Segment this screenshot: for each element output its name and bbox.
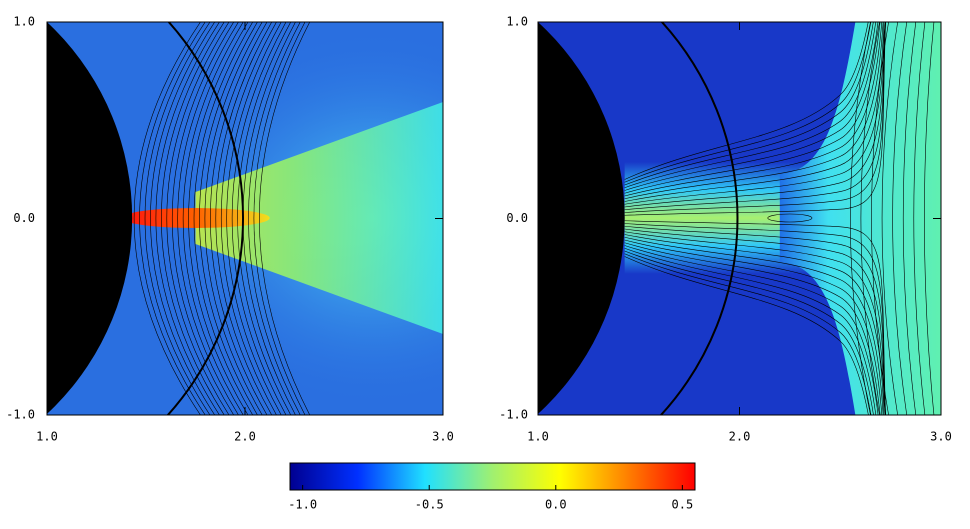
- contour-line: [624, 228, 886, 415]
- contour-line: [624, 22, 886, 180]
- contour-line: [767, 213, 813, 223]
- contour-line: [624, 22, 886, 200]
- field-left: [47, 22, 444, 415]
- x-tick-label: 3.0: [432, 430, 454, 444]
- contour-line: [155, 22, 220, 415]
- y-tick-label: 0.0: [506, 211, 528, 225]
- contour-line: [188, 22, 249, 415]
- x-tick-label: 3.0: [930, 430, 952, 444]
- colorbar-tick-label: -1.0: [288, 498, 317, 512]
- field-right: [538, 22, 941, 415]
- contour-line: [624, 231, 886, 415]
- contour-line: [624, 253, 886, 415]
- contour-line: [624, 223, 886, 415]
- colorbar-tick-label: 0.0: [545, 498, 567, 512]
- contour-line: [144, 22, 211, 415]
- contour-line: [150, 22, 215, 415]
- contour-line: [624, 250, 886, 415]
- contour-line: [248, 22, 301, 415]
- y-tick-label: 1.0: [506, 15, 528, 29]
- contour-line: [624, 22, 886, 205]
- contour-line: [259, 22, 311, 415]
- contour-line: [210, 22, 268, 415]
- contour-line: [624, 234, 886, 415]
- contour-line: [881, 22, 898, 415]
- contour-line: [231, 22, 287, 415]
- contour-line: [860, 22, 880, 415]
- x-tick-label: 2.0: [729, 430, 751, 444]
- contour-line: [924, 22, 935, 415]
- contour-line: [624, 22, 886, 197]
- contour-line: [624, 22, 886, 183]
- contour-line: [139, 22, 206, 415]
- colorbar-tick-label: -0.5: [415, 498, 444, 512]
- contour-line: [624, 22, 886, 213]
- contour-line: [204, 22, 263, 415]
- contour-line: [624, 225, 886, 415]
- y-tick-label: -1.0: [499, 408, 528, 422]
- contour-line: [226, 22, 282, 415]
- contour-line: [177, 22, 239, 415]
- contour-line: [624, 22, 886, 191]
- contour-line: [871, 22, 889, 415]
- contour-line: [892, 22, 908, 415]
- contour-line: [624, 242, 886, 415]
- contour-line: [624, 220, 886, 415]
- contour-line: [624, 22, 886, 186]
- contour-line: [624, 22, 886, 208]
- contour-line: [624, 22, 886, 194]
- y-tick-label: 1.0: [13, 15, 35, 29]
- colorbar: [289, 462, 696, 491]
- contour-line: [624, 247, 886, 415]
- contour-line: [182, 22, 244, 415]
- contour-line: [133, 22, 201, 415]
- x-tick-label: 1.0: [527, 430, 549, 444]
- contour-line: [193, 22, 253, 415]
- contour-line: [850, 22, 871, 415]
- contour-line: [166, 22, 230, 415]
- contour-line: [913, 22, 926, 415]
- contour-line: [253, 22, 306, 415]
- x-tick-label: 1.0: [36, 430, 58, 444]
- contour-line: [199, 22, 258, 415]
- contour-line: [215, 22, 272, 415]
- contour-line: [221, 22, 277, 415]
- x-tick-label: 2.0: [234, 430, 256, 444]
- contour-line: [161, 22, 225, 415]
- contour-line: [624, 239, 886, 415]
- contour-line: [624, 245, 886, 415]
- y-tick-label: -1.0: [6, 408, 35, 422]
- contour-line: [237, 22, 291, 415]
- contour-line: [624, 22, 886, 202]
- contour-line: [624, 22, 886, 216]
- contour-line: [624, 22, 886, 189]
- colorbar-tick-label: 0.5: [672, 498, 694, 512]
- contour-line: [624, 256, 886, 415]
- contour-line: [902, 22, 917, 415]
- y-tick-label: 0.0: [13, 211, 35, 225]
- contour-line: [624, 22, 886, 211]
